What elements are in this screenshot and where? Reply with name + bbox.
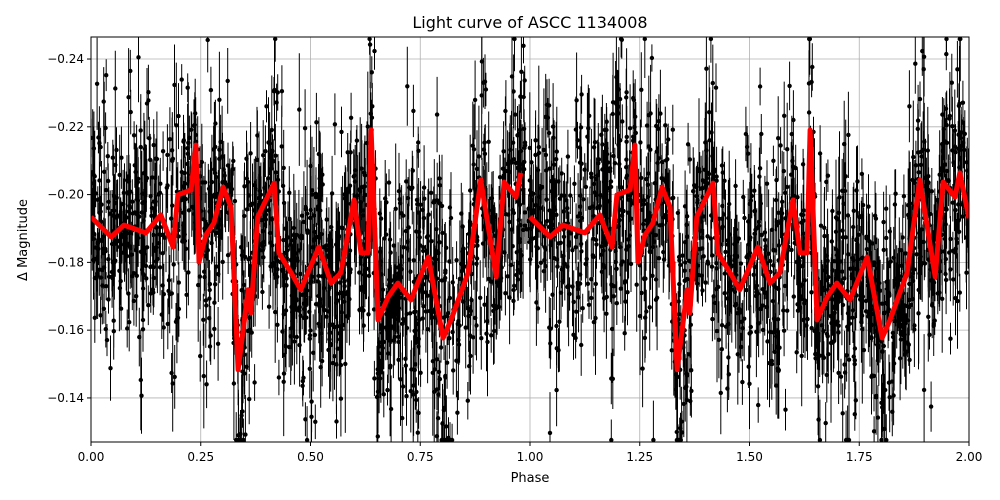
x-tick-label: 0.25	[187, 450, 214, 464]
x-tick-label: 0.00	[78, 450, 105, 464]
y-axis-label: Δ Magnitude	[16, 199, 31, 281]
y-tick-label: −0.22	[47, 120, 84, 134]
x-axis: 0.00 0.25 0.50 0.75 1.00 1.25 1.50 1.75 2.00	[78, 442, 983, 464]
x-tick-label: 0.50	[297, 450, 324, 464]
y-tick-label: −0.18	[47, 255, 84, 269]
x-tick-label: 2.00	[956, 450, 983, 464]
x-axis-label: Phase	[511, 471, 550, 486]
x-tick-label: 1.00	[517, 450, 544, 464]
y-axis: −0.24 −0.22 −0.20 −0.18 −0.16 −0.14	[47, 52, 91, 405]
x-tick-label: 1.25	[626, 450, 653, 464]
y-tick-label: −0.16	[47, 323, 84, 337]
x-tick-label: 0.75	[407, 450, 434, 464]
chart-title: Light curve of ASCC 1134008	[412, 13, 647, 32]
x-tick-label: 1.50	[736, 450, 763, 464]
y-tick-label: −0.14	[47, 391, 84, 405]
y-tick-label: −0.20	[47, 188, 84, 202]
x-tick-label: 1.75	[846, 450, 873, 464]
y-tick-label: −0.24	[47, 52, 84, 66]
